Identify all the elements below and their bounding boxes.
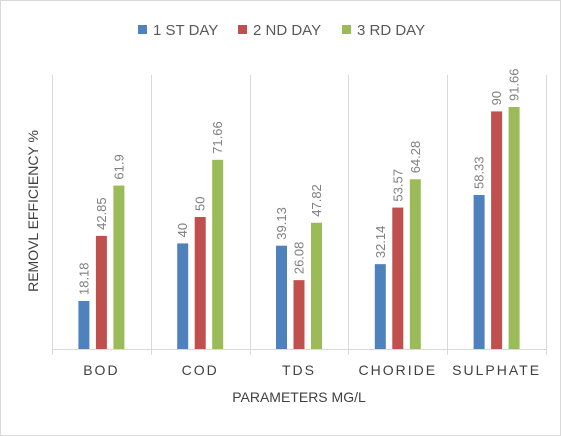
legend: 1 ST DAY 2 ND DAY 3 RD DAY <box>138 22 425 39</box>
data-label: 58.33 <box>472 156 487 189</box>
data-label: 53.57 <box>390 169 405 202</box>
category-label-bod: BOD <box>83 362 119 378</box>
bar-cod-series-2 <box>194 217 206 349</box>
bar-sulphate-series-2 <box>491 111 503 350</box>
data-label: 39.13 <box>274 207 289 240</box>
data-label: 42.85 <box>94 197 109 230</box>
bar-sulphate-series-1 <box>473 195 485 349</box>
category-label-sulphate: SULPHATE <box>452 362 541 378</box>
bar-sulphate-series-3 <box>508 107 520 349</box>
bar-bod-series-3 <box>113 185 125 349</box>
data-label: 32.14 <box>373 226 388 259</box>
bar-cod-series-3 <box>212 159 224 349</box>
y-axis-title: REMOVL EFFICIENCY % <box>25 130 41 292</box>
category-label-tds: TDS <box>282 362 316 378</box>
legend-swatch-1 <box>138 25 147 34</box>
x-axis-title: PARAMETERS MG/L <box>232 389 366 405</box>
category-labels: BOD COD TDS CHORIDE SULPHATE <box>83 362 541 378</box>
bars <box>78 107 520 350</box>
data-label: 40 <box>175 223 190 237</box>
legend-swatch-3 <box>342 25 351 34</box>
bar-choride-series-3 <box>409 179 421 349</box>
data-label: 47.82 <box>309 184 324 217</box>
data-label: 64.28 <box>408 141 423 174</box>
data-label: 18.18 <box>76 262 91 295</box>
category-label-choride: CHORIDE <box>359 362 438 378</box>
data-label: 50 <box>193 197 208 211</box>
bar-choride-series-1 <box>374 264 386 349</box>
legend-label-2: 2 ND DAY <box>253 22 321 39</box>
bar-bod-series-1 <box>78 301 90 349</box>
bar-bod-series-2 <box>95 235 107 349</box>
data-label: 61.9 <box>111 154 126 179</box>
data-label: 90 <box>489 91 504 105</box>
bar-cod-series-1 <box>177 243 189 349</box>
bar-tds-series-3 <box>311 222 322 349</box>
legend-swatch-2 <box>238 25 247 34</box>
bar-tds-series-2 <box>293 280 305 349</box>
data-label: 26.08 <box>292 242 307 275</box>
data-label: 71.66 <box>210 121 225 154</box>
legend-label-1: 1 ST DAY <box>153 22 218 39</box>
category-label-cod: COD <box>182 362 219 378</box>
bar-choride-series-2 <box>392 207 404 349</box>
category-separators <box>52 75 547 355</box>
bar-tds-series-1 <box>276 245 287 349</box>
data-label: 91.66 <box>507 68 522 101</box>
legend-label-3: 3 RD DAY <box>357 22 425 39</box>
